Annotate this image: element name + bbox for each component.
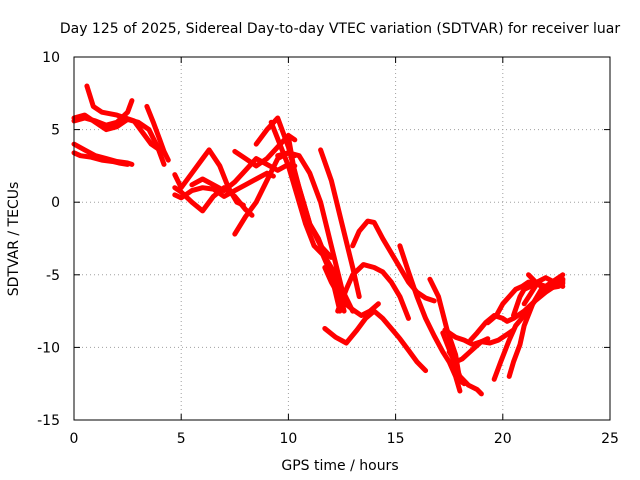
y-tick-label: -5 bbox=[46, 268, 60, 284]
series-line-s18 bbox=[322, 265, 381, 318]
series-line-s6 bbox=[144, 103, 171, 163]
series-line-s26 bbox=[442, 327, 516, 347]
series-line-s5 bbox=[84, 83, 165, 154]
y-tick-label: 0 bbox=[51, 195, 60, 211]
x-tick-label: 5 bbox=[177, 431, 186, 447]
series-line-s4 bbox=[71, 98, 135, 128]
series-line-s21 bbox=[350, 218, 437, 304]
series-line-s8 bbox=[172, 170, 276, 201]
chart-title: Day 125 of 2025, Sidereal Day-to-day VTE… bbox=[60, 21, 621, 37]
y-tick-label: 5 bbox=[51, 123, 60, 139]
series-line-s16 bbox=[285, 134, 347, 314]
x-axis-label: GPS time / hours bbox=[281, 458, 398, 474]
plot-frame bbox=[73, 56, 611, 421]
series-line-s19 bbox=[322, 308, 429, 374]
series-line-s20 bbox=[335, 262, 411, 321]
x-tick-label: 20 bbox=[494, 431, 512, 447]
y-tick-label: 10 bbox=[42, 50, 60, 66]
axis-ticks bbox=[73, 56, 611, 421]
x-tick-label: 15 bbox=[387, 431, 405, 447]
y-tick-labels: 10 5 0 -5 -10 -15 bbox=[37, 50, 60, 429]
series-line-s23 bbox=[427, 276, 467, 387]
x-tick-label: 0 bbox=[70, 431, 79, 447]
y-tick-label: -15 bbox=[37, 413, 60, 429]
x-tick-labels: 0 5 10 15 20 25 bbox=[70, 431, 619, 447]
data-series-group bbox=[71, 83, 566, 397]
series-line-s17 bbox=[318, 147, 362, 300]
y-axis-label: SDTVAR / TECUs bbox=[6, 182, 22, 297]
x-tick-label: 25 bbox=[601, 431, 619, 447]
series-line-s3 bbox=[71, 141, 135, 167]
series-line-s22 bbox=[397, 243, 463, 394]
y-tick-label: -10 bbox=[37, 340, 60, 356]
series-line-s10 bbox=[189, 156, 298, 194]
grid-lines bbox=[74, 57, 610, 420]
series-line-s14 bbox=[268, 119, 343, 314]
series-line-s33 bbox=[526, 272, 566, 292]
series-line-s9 bbox=[172, 185, 255, 218]
x-tick-label: 10 bbox=[279, 431, 297, 447]
